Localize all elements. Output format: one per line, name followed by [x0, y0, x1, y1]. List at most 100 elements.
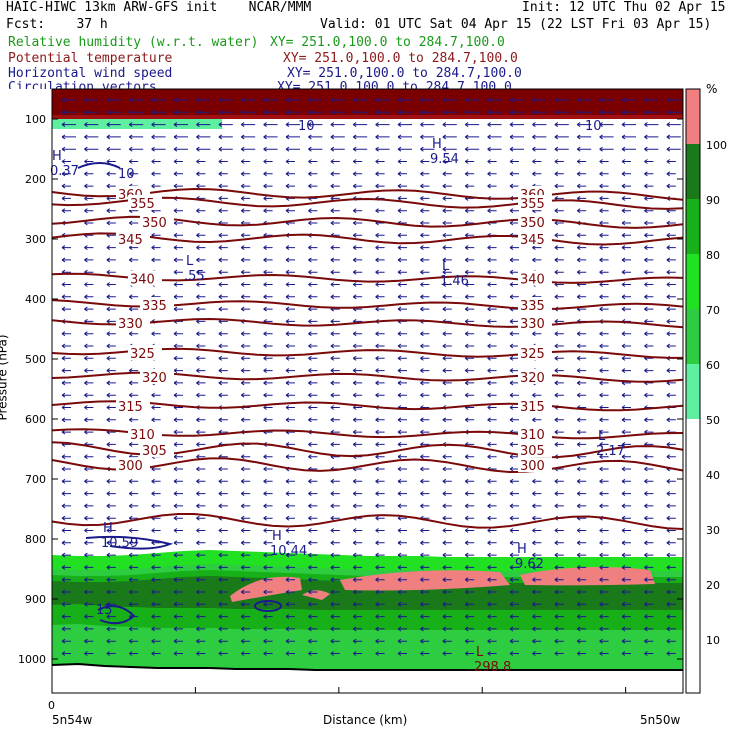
wind-vector: [61, 208, 71, 214]
wind-vector: [308, 540, 318, 546]
wind-vector: [509, 159, 519, 164]
wind-vector: [666, 109, 681, 115]
wind-vector: [576, 626, 587, 632]
wind-vector: [240, 417, 251, 423]
wind-vector: [599, 552, 609, 558]
wind-vector: [173, 257, 183, 263]
wind-vector: [576, 601, 587, 607]
theta-label-bg: [116, 457, 150, 473]
colorbar-unit: %: [706, 82, 718, 96]
wind-vector: [621, 257, 631, 263]
wind-vector: [240, 331, 251, 337]
wind-speed-label: 10: [298, 119, 315, 134]
wind-vector: [196, 429, 206, 435]
wind-vector: [487, 134, 502, 140]
extremum-marker: L: [186, 254, 194, 269]
wind-vector: [128, 159, 139, 164]
wind-vector: [285, 245, 295, 251]
wind-vector: [375, 208, 385, 214]
wind-vector: [397, 282, 407, 287]
wind-vector: [375, 454, 385, 460]
circulation-vectors: [61, 97, 681, 656]
x-end-location: 5n50w: [640, 713, 681, 727]
wind-vector: [61, 601, 71, 607]
wind-vector: [464, 171, 475, 177]
wind-vector: [352, 503, 363, 509]
wind-vector: [576, 503, 587, 509]
wind-vector: [128, 171, 139, 177]
wind-vector: [84, 454, 94, 460]
plot-area: 3603603553553503503453453403403353353303…: [50, 89, 684, 693]
wind-vector: [218, 503, 228, 509]
wind-vector: [397, 503, 407, 509]
wind-vector: [151, 589, 161, 595]
wind-vector: [666, 343, 676, 349]
wind-vector: [397, 343, 407, 349]
wind-vector: [151, 626, 161, 632]
wind-vector: [554, 503, 564, 509]
wind-vector: [621, 220, 631, 226]
wind-vector: [84, 355, 94, 361]
wind-vector: [576, 429, 587, 435]
wind-vector: [487, 528, 497, 533]
wind-vector: [128, 109, 144, 115]
theta-contour-label: 300: [520, 459, 545, 474]
wind-vector: [240, 146, 256, 152]
colorbar-tick-label: 50: [706, 414, 720, 427]
wind-vector: [352, 577, 363, 583]
wind-vector: [464, 159, 475, 164]
wind-vector: [196, 564, 206, 570]
wind-vector: [218, 331, 228, 337]
wind-vector: [464, 491, 475, 497]
wind-vector: [285, 134, 300, 140]
theta-contour-line: [51, 187, 684, 201]
wind-vector: [218, 208, 228, 214]
wind-vector: [397, 232, 407, 238]
wind-vector: [263, 392, 273, 398]
wind-vector: [308, 183, 318, 189]
wind-vector: [308, 638, 318, 644]
wind-vector: [218, 528, 228, 533]
wind-vector: [173, 282, 183, 287]
wind-vector: [666, 638, 676, 644]
wind-vector: [576, 146, 592, 152]
wind-vector: [375, 294, 385, 300]
axes: 100 200 300 400 500 600 700 800 900 1000: [18, 88, 684, 694]
wind-vector: [196, 392, 206, 398]
wind-vector: [420, 491, 430, 497]
field-vectors-coords: XY= 251.0,100.0 to 284.7,100.0: [277, 80, 512, 89]
wind-vector: [218, 491, 228, 497]
wind-vector: [196, 380, 206, 386]
theta-contour-label: 345: [118, 233, 143, 248]
wind-vector: [599, 343, 609, 349]
wind-vector: [173, 417, 183, 423]
theta-label-bg: [518, 345, 552, 360]
top-theta-band: [52, 89, 683, 115]
wind-vector: [308, 564, 318, 570]
wind-vector: [330, 515, 340, 521]
wind-vector: [173, 343, 183, 349]
wind-vector: [554, 343, 564, 349]
wind-vector: [576, 478, 587, 484]
wind-vector: [61, 257, 71, 263]
wind-vector: [576, 638, 587, 644]
wind-vector: [263, 331, 273, 337]
wind-vector: [106, 122, 121, 128]
theta-label-bg: [140, 297, 174, 312]
wind-vector: [576, 380, 587, 386]
theta-label-bg: [518, 214, 552, 230]
wind-vector: [263, 171, 273, 177]
wind-vector: [644, 183, 654, 189]
wind-vector: [84, 368, 94, 374]
colorbar-tick-label: 30: [706, 524, 720, 537]
wind-vector: [576, 159, 587, 164]
wind-vector: [263, 134, 278, 140]
wind-vector: [666, 282, 676, 287]
wind-vector: [666, 134, 681, 140]
wind-vector: [61, 417, 71, 423]
wind-vector: [576, 134, 592, 140]
wind-vector: [285, 454, 295, 460]
wind-vector: [621, 589, 631, 595]
wind-vector: [599, 122, 614, 128]
wind-vector: [173, 232, 183, 238]
